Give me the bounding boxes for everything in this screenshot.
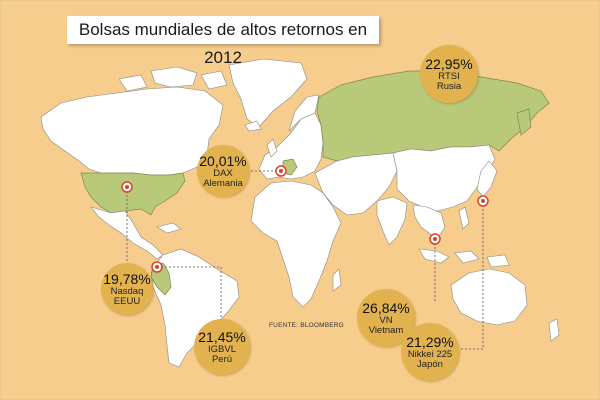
africa [250,180,342,308]
bubble-country: Perú [211,353,233,365]
bubble-index: Nasdaq [110,285,144,297]
bubble-country: Rusia [436,80,462,92]
marker-vietnam [429,233,441,245]
bubble-index: RTSI [438,70,460,82]
iceland [244,120,262,132]
bubble-country: EEUU [113,295,141,307]
indonesia [418,248,510,268]
australia [450,268,528,326]
bubble-pct: 26,84% [362,299,410,316]
leader-igbvl [157,266,222,323]
map-title: Bolsas mundiales de altos retornos en 20… [67,16,379,67]
usa [80,172,186,216]
scandinavia [288,94,320,132]
marker-usa [121,181,133,193]
greenland [228,58,308,128]
middle-east [314,152,398,216]
bubble-japon: 21,29% Nikkei 225 Japón [401,323,459,381]
source-note: FUENTE: BLOOMBERG [269,322,344,329]
bubble-alemania: 20,01% DAX Alemania [197,145,249,197]
bubble-peru: 21,45% IGBVL Perú [194,319,250,375]
bubble-pct: 21,45% [198,328,246,345]
japan [476,160,498,198]
bubble-country: Japón [417,358,443,370]
china [392,144,496,212]
leader-nikkei [459,201,484,350]
uk [266,138,278,158]
marker-germany [275,165,287,177]
bubble-rusia: 22,95% RTSI Rusia [420,45,478,103]
marker-peru [151,261,163,273]
caribbean [156,222,182,234]
location-markers [121,165,489,273]
bubble-country: Alemania [203,177,243,189]
bubble-pct: 21,29% [406,333,454,350]
kamchatka [516,108,532,136]
philippines [458,206,470,230]
madagascar [332,268,342,292]
bubble-pct: 22,95% [425,55,473,72]
bubble-country: Vietnam [368,324,404,336]
bubble-index: VN [379,314,393,326]
new-zealand [548,318,560,342]
bubble-index: DAX [213,167,233,179]
leader-lines [126,170,484,350]
india [376,196,408,246]
bubble-index: Nikkei 225 [407,348,453,360]
canada [40,86,224,176]
bubble-index: IGBVL [208,343,236,355]
arctic-islands [118,66,228,92]
bubble-pct: 19,78% [103,270,151,287]
marker-japan [477,195,489,207]
bubble-pct: 20,01% [199,152,247,169]
bubble-eeuu: 19,78% Nasdaq EEUU [101,263,153,315]
